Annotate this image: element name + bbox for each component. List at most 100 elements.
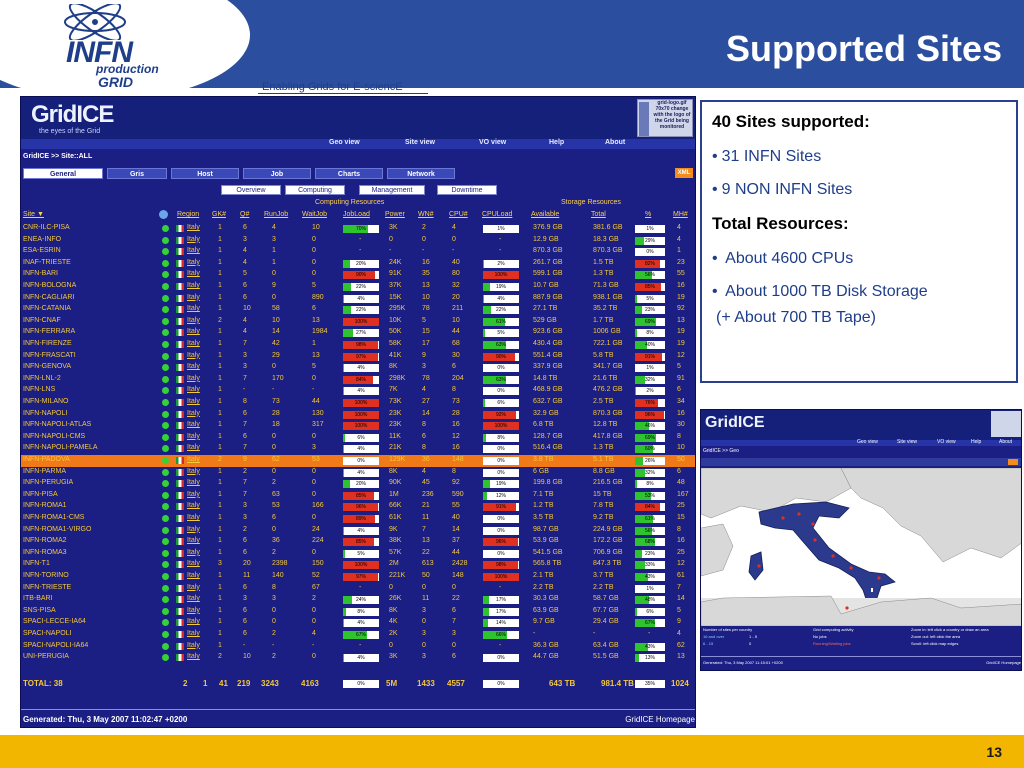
map-nav-geo-view[interactable]: Geo view bbox=[857, 439, 878, 445]
region-link[interactable]: Italy bbox=[187, 502, 200, 510]
site-name-link[interactable]: INFN-NAPOLI-PAMELA bbox=[23, 444, 98, 452]
table-row[interactable]: INFN-BOLOGNA Italy 1 6 9 5 22% 37K 13 32 19% 10.7 G… bbox=[21, 281, 695, 293]
region-link[interactable]: Italy bbox=[187, 363, 200, 371]
site-name-link[interactable]: INFN-FERRARA bbox=[23, 328, 76, 336]
table-row[interactable]: UNI-PERUGIA Italy 2 10 2 0 4% 3K 3 6 0% 44.7 GB 51.5… bbox=[21, 652, 695, 664]
nav-geo-view[interactable]: Geo view bbox=[329, 139, 360, 146]
table-row[interactable]: INFN-FRASCATI Italy 1 3 29 13 97% 41K 9 30 90% 551.… bbox=[21, 351, 695, 363]
map-italy-mainland[interactable] bbox=[758, 501, 896, 603]
nav-vo-view[interactable]: VO view bbox=[479, 139, 507, 146]
col-power[interactable]: Power bbox=[385, 211, 405, 218]
region-link[interactable]: Italy bbox=[187, 247, 200, 255]
nav-help[interactable]: Help bbox=[549, 139, 565, 146]
region-link[interactable]: Italy bbox=[187, 606, 200, 614]
map-nav-site-view[interactable]: Site view bbox=[897, 439, 918, 445]
map-homepage-link[interactable]: GridICE Homepage bbox=[986, 660, 1021, 665]
site-name-link[interactable]: INFN-BOLOGNA bbox=[23, 282, 77, 289]
nav-about[interactable]: About bbox=[605, 139, 626, 146]
site-name-link[interactable]: INFN-LNL-2 bbox=[23, 374, 61, 382]
subtab-overview[interactable]: Overview bbox=[221, 185, 281, 195]
site-name-link[interactable]: INFN-PISA bbox=[23, 490, 58, 498]
region-link[interactable]: Italy bbox=[187, 293, 200, 301]
site-name-link[interactable]: UNI-PERUGIA bbox=[23, 653, 69, 661]
site-name-link[interactable]: INFN-BARI bbox=[23, 270, 58, 278]
table-row[interactable]: INFN-ROMA3 Italy 1 6 2 0 5% 57K 22 44 0% 541.5 GB 70… bbox=[21, 548, 695, 560]
site-name-link[interactable]: SPACI-NAPOLI-IA64 bbox=[23, 641, 89, 649]
table-row[interactable]: INAF-TRIESTE Italy 1 4 1 0 20% 24K 16 40 2% 261.7 G… bbox=[21, 258, 695, 270]
region-link[interactable]: Italy bbox=[187, 490, 200, 498]
map-sardinia[interactable] bbox=[748, 551, 764, 581]
region-link[interactable]: Italy bbox=[187, 514, 200, 521]
site-name-link[interactable]: INFN-TRIESTE bbox=[23, 583, 72, 591]
col-region[interactable]: Region bbox=[177, 211, 200, 218]
col-site[interactable]: Site ▼ bbox=[23, 211, 44, 218]
site-name-link[interactable]: ESA-ESRIN bbox=[23, 247, 61, 255]
table-row[interactable]: INFN-NAPOLI-CMS Italy 1 6 0 0 6% 11K 6 12 8% 128.7 … bbox=[21, 432, 695, 444]
site-name-link[interactable]: INFN-CAGLIARI bbox=[23, 293, 75, 301]
table-row[interactable]: INFN-GENOVA Italy 1 3 0 5 4% 8K 3 6 0% 337.9 GB 341.… bbox=[21, 362, 695, 374]
tab-general[interactable]: General bbox=[23, 168, 103, 179]
region-link[interactable]: Italy bbox=[187, 409, 200, 417]
col-available[interactable]: Available bbox=[531, 211, 560, 218]
site-name-link[interactable]: INFN-NAPOLI-CMS bbox=[23, 432, 86, 440]
site-marker[interactable] bbox=[813, 538, 817, 542]
table-row[interactable]: INFN-MILANO Italy 1 8 73 44 100% 73K 27 73 6% 632.7… bbox=[21, 397, 695, 409]
region-link[interactable]: Italy bbox=[187, 641, 200, 649]
site-name-link[interactable]: INFN-NAPOLI bbox=[23, 409, 68, 417]
subtab-computing[interactable]: Computing bbox=[285, 185, 345, 195]
region-link[interactable]: Italy bbox=[187, 270, 200, 278]
table-row[interactable]: INFN-NAPOLI-PAMELA Italy 1 7 0 3 4% 21K 8 16 0% 516… bbox=[21, 443, 695, 455]
region-link[interactable]: Italy bbox=[187, 572, 200, 579]
region-link[interactable]: Italy bbox=[187, 479, 200, 487]
region-link[interactable]: Italy bbox=[187, 224, 200, 231]
site-name-link[interactable]: SPACI-NAPOLI bbox=[23, 630, 72, 637]
table-row[interactable]: INFN-TRIESTE Italy 1 6 8 67 - 0 0 0 - 2.2 TB 2.2 TB 1… bbox=[21, 583, 695, 595]
table-row[interactable]: ENEA-INFO Italy 1 3 3 0 - 0 0 0 - 12.9 GB 18.3 GB 29%… bbox=[21, 235, 695, 247]
region-link[interactable]: Italy bbox=[187, 548, 200, 556]
nav-site-view[interactable]: Site view bbox=[405, 139, 435, 146]
region-link[interactable]: Italy bbox=[187, 328, 200, 336]
table-row[interactable]: INFN-PERUGIA Italy 1 7 2 0 20% 90K 45 92 19% 199.8 … bbox=[21, 478, 695, 490]
table-row[interactable]: INFN-CATANIA Italy 1 10 58 6 22% 295K 78 211 22% 27… bbox=[21, 304, 695, 316]
col-cpuload[interactable]: CPULoad bbox=[482, 211, 513, 218]
region-link[interactable]: Italy bbox=[187, 386, 200, 394]
region-link[interactable]: Italy bbox=[187, 305, 200, 313]
table-row[interactable]: INFN-CNAF Italy 2 4 10 13 100% 10K 5 10 61% 529 GB 1… bbox=[21, 316, 695, 328]
region-link[interactable]: Italy bbox=[187, 444, 200, 452]
map-nav-about[interactable]: About bbox=[999, 439, 1013, 445]
site-name-link[interactable]: INFN-ROMA1-VIRGO bbox=[23, 525, 92, 533]
table-row[interactable]: INFN-PARMA Italy 1 2 0 0 4% 8K 4 8 0% 6 GB 8.8 GB 32%… bbox=[21, 467, 695, 479]
region-link[interactable]: Italy bbox=[187, 525, 200, 533]
table-row[interactable]: INFN-T1 Italy 3 20 2398 150 100% 2M 613 2428 98% 56… bbox=[21, 559, 695, 571]
site-name-link[interactable]: INFN-ROMA2 bbox=[23, 537, 67, 545]
site-name-link[interactable]: INFN-CATANIA bbox=[23, 305, 71, 313]
region-link[interactable]: Italy bbox=[187, 340, 200, 347]
site-name-link[interactable]: INFN-CNAF bbox=[23, 316, 61, 324]
site-marker[interactable] bbox=[797, 512, 801, 516]
table-row[interactable]: INFN-ROMA2 Italy 1 6 36 224 85% 38K 13 37 96% 53.9 … bbox=[21, 536, 695, 548]
site-name-link[interactable]: INFN-TORINO bbox=[23, 572, 69, 579]
site-marker[interactable] bbox=[877, 576, 881, 580]
region-link[interactable]: Italy bbox=[187, 235, 200, 243]
site-marker[interactable] bbox=[831, 554, 835, 558]
map-xml-button[interactable] bbox=[1008, 459, 1018, 465]
table-row[interactable]: INFN-LNL-2 Italy 1 7 170 0 84% 298K 78 204 63% 14.8… bbox=[21, 374, 695, 386]
table-row[interactable]: SPACI-NAPOLI Italy 1 6 2 4 67% 2K 3 3 66% - - - 4 bbox=[21, 629, 695, 641]
table-row[interactable]: INFN-ROMA1-VIRGO Italy 1 2 0 24 4% 9K 7 14 0% 98.7 … bbox=[21, 525, 695, 537]
tab-charts[interactable]: Charts bbox=[315, 168, 383, 179]
col-runjob[interactable]: RunJob bbox=[264, 211, 289, 218]
col-mh[interactable]: MH# bbox=[673, 211, 688, 218]
table-row[interactable]: INFN-FIRENZE Italy 1 7 42 1 98% 58K 17 68 63% 430.4… bbox=[21, 339, 695, 351]
table-row[interactable]: INFN-NAPOLI Italy 1 6 28 130 100% 23K 14 28 92% 32.… bbox=[21, 409, 695, 421]
table-row[interactable]: SNS-PISA Italy 1 6 0 0 8% 8K 3 6 17% 63.9 GB 67.7 GB… bbox=[21, 606, 695, 618]
region-link[interactable]: Italy bbox=[187, 398, 200, 405]
gridice-homepage-link[interactable]: GridICE Homepage bbox=[625, 715, 695, 724]
site-name-link[interactable]: INFN-ROMA1-CMS bbox=[23, 514, 85, 521]
xml-button[interactable]: XML bbox=[675, 168, 693, 178]
table-row[interactable]: INFN-PISA Italy 1 7 63 0 85% 1M 236 590 12% 7.1 TB 1… bbox=[21, 490, 695, 502]
site-name-link[interactable]: INFN-FRASCATI bbox=[23, 351, 76, 359]
table-row[interactable]: INFN-CAGLIARI Italy 1 6 0 890 4% 15K 10 20 4% 887.9… bbox=[21, 293, 695, 305]
site-name-link[interactable]: INFN-ROMA1 bbox=[23, 502, 67, 510]
italy-map[interactable] bbox=[701, 468, 1022, 626]
table-row[interactable]: INFN-PADOVA Italy 2 9 62 53 0% 129K 36 148 0% 3.8 T… bbox=[21, 455, 695, 467]
